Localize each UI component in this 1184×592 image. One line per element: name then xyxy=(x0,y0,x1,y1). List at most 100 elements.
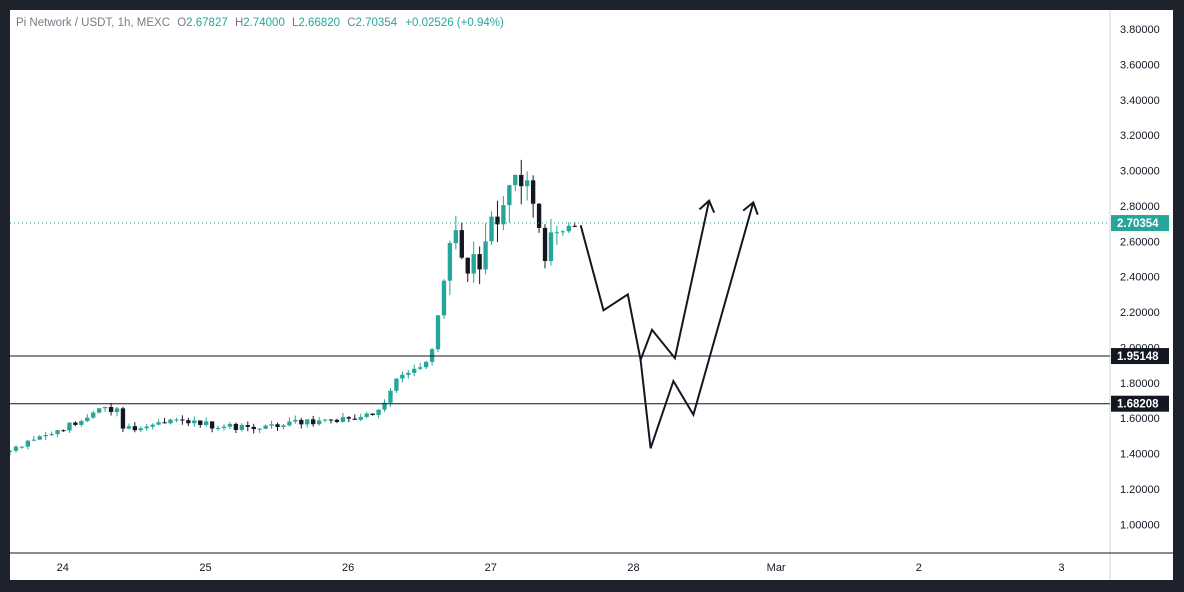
symbol-title[interactable]: Pi Network / USDT, 1h, MEXC xyxy=(16,17,171,29)
candle-body xyxy=(269,424,274,426)
symbol-header: Pi Network / USDT, 1h, MEXC O2.67827 H2.… xyxy=(16,17,504,29)
price-tick-label: 2.80000 xyxy=(1120,201,1160,213)
candle-body xyxy=(418,367,423,369)
candle-body xyxy=(245,425,250,427)
candle-body xyxy=(501,205,506,225)
candle-body xyxy=(126,426,132,429)
candle-body xyxy=(198,420,203,425)
candle-body xyxy=(215,427,221,429)
candle-body xyxy=(453,230,459,244)
candle-body xyxy=(96,408,102,413)
candle-body xyxy=(477,254,482,270)
price-tick-label: 1.00000 xyxy=(1120,519,1160,531)
candle-body xyxy=(489,216,494,242)
candle-body xyxy=(233,423,239,430)
candle-body xyxy=(382,402,387,410)
candle-body xyxy=(305,419,310,425)
candle-body xyxy=(513,174,518,186)
candle-body xyxy=(49,434,54,436)
candle-body xyxy=(287,421,292,426)
candle-body xyxy=(447,243,453,281)
candle-body xyxy=(43,434,48,437)
time-tick-label: 3 xyxy=(1058,562,1064,574)
candle-body xyxy=(525,180,530,187)
price-tick-label: 1.80000 xyxy=(1120,378,1160,390)
price-tick-label: 3.40000 xyxy=(1120,95,1160,107)
high-label: H xyxy=(234,17,244,29)
close-label: C xyxy=(347,17,356,29)
candle-body xyxy=(263,425,268,429)
candle-body xyxy=(73,422,78,425)
candle-body xyxy=(204,421,209,425)
candle-body xyxy=(55,430,60,435)
time-tick-label: 2 xyxy=(916,562,922,574)
candle-body xyxy=(281,425,286,427)
candle-body xyxy=(85,417,90,422)
last-price-tag xyxy=(1111,215,1169,232)
projection-arrowhead xyxy=(698,199,716,213)
candle-body xyxy=(530,180,536,204)
candle-body xyxy=(293,419,298,422)
candle-body xyxy=(412,368,417,373)
candle-body xyxy=(227,423,233,427)
candle-body xyxy=(566,225,571,232)
candle-body xyxy=(358,416,363,420)
candle-body xyxy=(316,420,322,425)
candle-body xyxy=(519,174,524,187)
candle-body xyxy=(394,378,399,391)
candle-body xyxy=(376,409,381,416)
open-value: 2.67827 xyxy=(186,17,228,29)
time-tick-label: 28 xyxy=(627,562,639,574)
candle-body xyxy=(25,440,31,447)
level-price-tag xyxy=(1111,395,1169,412)
price-tick-label: 3.80000 xyxy=(1120,24,1160,36)
candle-body xyxy=(388,390,393,403)
price-tick-label: 3.00000 xyxy=(1120,166,1160,178)
candle-body xyxy=(120,408,126,429)
candle-body xyxy=(459,230,464,258)
level-price-label: 1.95148 xyxy=(1117,351,1159,363)
time-tick-label: 26 xyxy=(342,562,354,574)
candle-body xyxy=(483,241,488,270)
chart-frame: Pi Network / USDT, 1h, MEXC O2.67827 H2.… xyxy=(10,10,1173,580)
high-value: 2.74000 xyxy=(243,17,285,29)
candle-body xyxy=(31,439,36,441)
candle-body xyxy=(156,422,161,425)
candle-body xyxy=(340,417,346,422)
candle-body xyxy=(114,408,120,412)
candle-body xyxy=(144,426,149,429)
candle-body xyxy=(542,227,548,261)
projection-arrowhead xyxy=(742,200,759,216)
candle-body xyxy=(572,225,577,227)
candle-body xyxy=(251,426,256,430)
price-chart[interactable]: 3.80000 3.60000 3.40000 3.20000 3.00000 2.800… xyxy=(10,10,1173,580)
candle-body xyxy=(548,232,554,261)
price-tick-label: 3.60000 xyxy=(1120,59,1160,71)
projection-path xyxy=(579,200,711,364)
price-tick-label: 2.60000 xyxy=(1120,236,1160,248)
close-value: 2.70354 xyxy=(355,17,398,29)
projection-path xyxy=(639,202,755,449)
candle-body xyxy=(352,418,357,420)
change-value: +0.02526 (+0.94%) xyxy=(405,17,504,29)
candle-body xyxy=(138,428,143,431)
candle-body xyxy=(91,412,96,418)
candle-body xyxy=(192,420,197,424)
candle-body xyxy=(162,422,167,424)
candle-body xyxy=(471,254,476,274)
candle-body xyxy=(423,361,429,368)
candle-body xyxy=(560,231,566,233)
candle-body xyxy=(102,407,108,409)
candle-body xyxy=(275,424,280,427)
time-tick-label: 25 xyxy=(199,562,211,574)
candle-body xyxy=(61,430,66,432)
low-value: 2.66820 xyxy=(298,17,341,29)
candle-body xyxy=(311,419,316,425)
level-price-label: 1.68208 xyxy=(1117,399,1159,411)
candle-body xyxy=(370,413,375,416)
candle-body xyxy=(209,421,215,429)
candle-body xyxy=(554,232,560,234)
candle-body xyxy=(13,446,19,451)
candle-body xyxy=(132,426,138,431)
time-tick-label: 24 xyxy=(57,562,69,574)
